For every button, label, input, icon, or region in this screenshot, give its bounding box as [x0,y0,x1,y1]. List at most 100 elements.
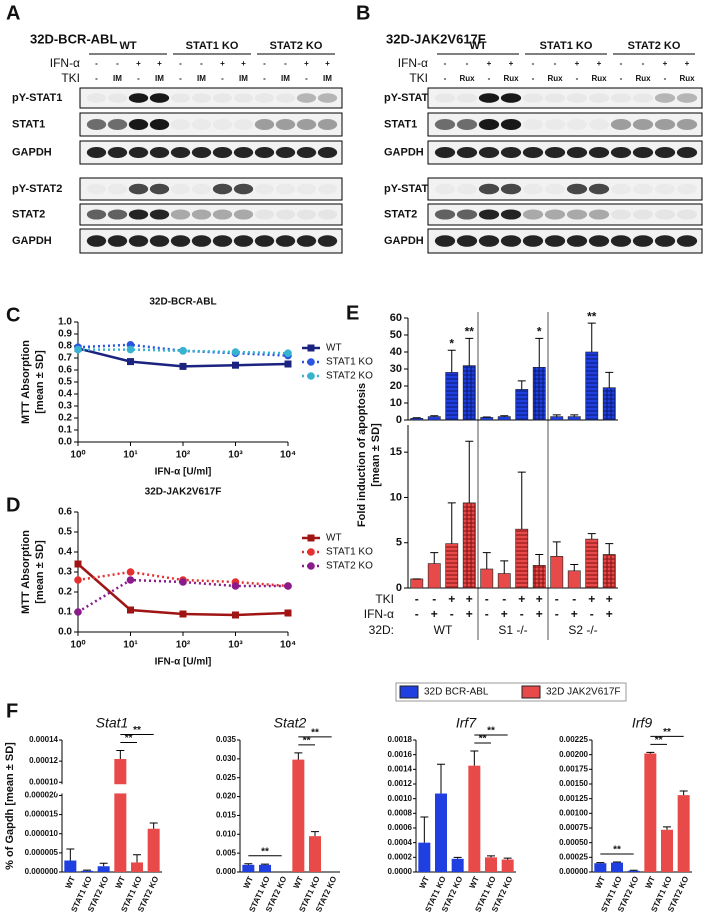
legend-marker [307,534,315,542]
error-bar [552,414,561,417]
treatment-lane: IM [281,74,290,83]
blot-band [212,183,233,195]
blot-band [434,209,456,220]
blot-band [170,209,191,220]
error-bar [552,541,561,557]
treatment-lane: - [532,74,535,83]
treatment-lane: - [221,74,224,83]
treatment-lane: + [487,59,492,68]
error-bar [294,752,303,760]
blot-band [589,119,609,130]
treatment-lane: IM [155,74,164,83]
row-lane: - [555,592,559,606]
band-label: pY-STAT1 [384,92,434,104]
legend-marker [307,372,315,380]
blot-band [610,146,632,159]
legend-label: WT [326,343,342,354]
row-lane: - [415,592,419,606]
band-label: pY-STAT1 [12,92,62,104]
blot-band [500,183,522,195]
blot-band [107,209,128,220]
blot-band [317,93,338,103]
band-label: pY-STAT2 [384,183,434,195]
y-tick-label: 0.000 [216,867,237,876]
error-bar [517,471,526,530]
legend-marker [307,358,315,366]
y-tick-label: 0.00010 [29,777,58,786]
y-tick-label: 0.00050 [559,838,588,847]
treatment-lane: - [95,74,98,83]
bar [462,365,476,421]
treatment-lane: Rux [591,74,607,83]
blot-band [654,209,676,220]
x-tick-label: 10⁰ [70,640,85,651]
row-lane: + [466,592,473,606]
group-name: S2 -/- [568,623,597,637]
x-tick-label: WT [594,875,607,890]
point [74,608,82,616]
blot-band [86,118,107,131]
y-tick-label: 0.00000 [559,867,588,876]
y-tick-label: 40 [390,346,402,358]
blot-band [500,118,522,131]
blot-band [632,118,654,131]
treatment-lane: - [179,59,182,68]
bar [445,543,459,589]
y-tick-label: 0.0012 [388,779,413,788]
y-tick-label: 60 [390,312,402,324]
error-bar [629,869,638,871]
error-bar [679,790,688,796]
y-tick-label: 0.0018 [388,735,413,744]
x-tick-label: 10¹ [123,640,138,651]
blot-band [457,184,477,195]
bar [585,538,599,589]
chart-title: 32D-JAK2V617F [145,487,222,498]
treatment-lane: Rux [547,74,563,83]
y-tick-label: 0.000015 [25,810,59,819]
y-tick-label: 0.1 [58,607,72,618]
blot-band [128,146,149,159]
legend-label: STAT1 KO [326,547,373,558]
treatment-lane: IM [323,74,332,83]
bar [114,759,127,872]
y-tick-label: 15 [390,446,402,458]
blot-band [86,146,107,159]
blot-band [588,209,610,220]
bar [501,859,514,872]
blot-band [610,235,632,247]
point [127,358,134,366]
error-bar [437,763,445,794]
legend-label: WT [326,533,342,544]
blot-band [434,235,456,247]
blot-band [149,118,170,131]
blot-band [170,93,191,103]
blot-band [632,146,654,159]
row-lane: + [571,607,578,621]
treatment-lane: + [241,59,246,68]
blot-band [128,93,149,103]
treatment-lane: + [220,59,225,68]
row-lane: - [485,592,489,606]
blot-band [149,146,170,159]
blot-band [632,235,654,247]
treatment-lane: - [664,74,667,83]
treatment-lane: + [509,59,514,68]
blot-band [676,118,698,131]
blot-band [149,235,170,247]
blot-band [632,209,654,220]
chart-title: Stat2 [274,715,307,731]
point [231,582,240,590]
bar [309,836,321,872]
blot-band [478,209,500,220]
blot-band [128,183,149,195]
y-tick-label: 0.0000 [388,867,413,876]
blot-band [654,235,676,247]
panel-label: D [6,494,20,516]
blot-band [588,146,610,159]
blot-band [234,119,253,130]
y-tick-label: 0.0010 [388,794,413,803]
bar [418,842,431,872]
legend-marker [307,344,315,352]
row-lane: - [572,592,576,606]
blot-band [654,93,676,103]
